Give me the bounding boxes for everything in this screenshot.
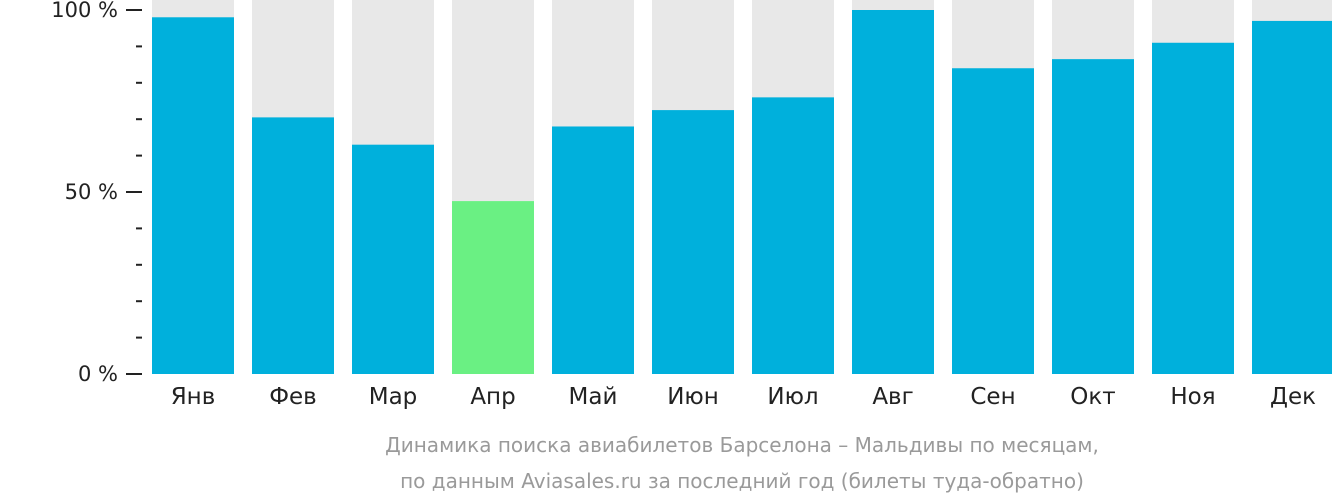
data-bars (152, 10, 1332, 375)
chart-caption-line-2: по данным Aviasales.ru за последний год … (400, 469, 1084, 493)
bar-11 (1152, 42, 1234, 374)
bar-4 (452, 201, 534, 374)
x-tick-label-3: Мар (369, 384, 418, 410)
x-tick-label-5: Май (569, 384, 618, 410)
x-tick-label-11: Ноя (1170, 384, 1215, 410)
y-tick-label-1: 0 % (78, 362, 118, 386)
bar-12 (1252, 20, 1332, 374)
chart-caption-line-1: Динамика поиска авиабилетов Барселона – … (385, 433, 1099, 457)
x-axis-labels: Янв Фев Мар Апр Май Июн Июл Авг Сен Окт Ноя Дек (171, 384, 1316, 410)
bar-7 (752, 97, 834, 375)
bar-1 (152, 17, 234, 375)
y-tick-label-3: 100 % (51, 0, 118, 22)
x-tick-label-4: Апр (470, 384, 515, 410)
bar-3 (352, 144, 434, 374)
bar-2 (252, 117, 334, 374)
x-tick-label-1: Янв (171, 384, 216, 410)
y-axis: 0 % 50 % 100 % (51, 0, 142, 386)
bar-6 (652, 110, 734, 374)
x-tick-label-12: Дек (1270, 384, 1316, 410)
y-tick-label-2: 50 % (65, 180, 118, 204)
bar-5 (552, 126, 634, 374)
x-tick-label-9: Сен (970, 384, 1015, 410)
bar-9 (952, 68, 1034, 375)
x-tick-label-7: Июл (767, 384, 818, 410)
x-tick-label-6: Июн (667, 384, 719, 410)
x-tick-label-8: Авг (872, 384, 913, 410)
bar-10 (1052, 59, 1134, 374)
bar-8 (852, 10, 934, 374)
x-tick-label-2: Фев (269, 384, 317, 410)
x-tick-label-10: Окт (1070, 384, 1115, 410)
